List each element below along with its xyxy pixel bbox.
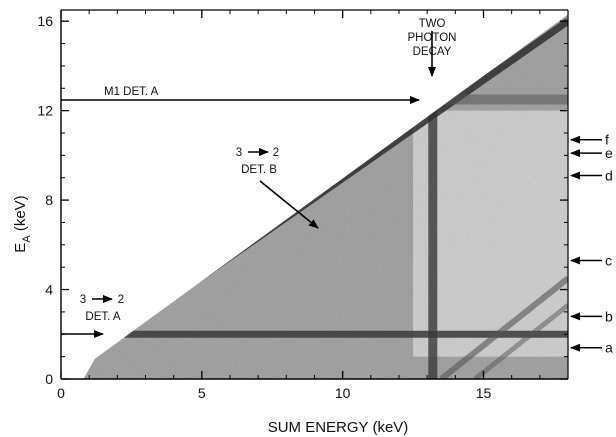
annotation-det-b: 3 2 DET. B <box>236 147 279 176</box>
annotation-det-b-label: DET. B <box>241 164 277 176</box>
x-tick-label: 5 <box>198 385 206 401</box>
annotation-det-a: 3 2 DET. A <box>80 294 124 323</box>
annotation-det-a-label: DET. A <box>85 311 120 323</box>
annotation-det-b-arrow <box>259 180 319 229</box>
svg-text:EA (keV): EA (keV) <box>12 195 33 252</box>
right-marker-label-a: a <box>605 340 613 356</box>
right-marker-label-d: d <box>605 167 613 183</box>
y-tick-label: 8 <box>45 192 53 208</box>
x-tick-label: 10 <box>335 385 351 401</box>
y-tick-label: 4 <box>45 282 53 298</box>
right-marker-label-f: f <box>605 132 609 148</box>
x-tick-label: 0 <box>57 385 65 401</box>
annotation-m1-det-a: M1 DET. A <box>104 86 159 98</box>
right-markers: fed c ba <box>570 132 613 356</box>
y-axis-title-subscript: A <box>21 235 33 243</box>
annotation-det-a-from: 3 <box>80 294 86 306</box>
right-marker-label-c: c <box>605 252 612 268</box>
secondary-diagonal-band <box>473 303 569 380</box>
x-axis-title: SUM ENERGY (keV) <box>268 419 409 436</box>
annotation-two-photon-decay-line: TWO <box>419 18 446 30</box>
y-tick-label: 16 <box>37 13 53 29</box>
x-tick-label: 15 <box>476 385 492 401</box>
annotation-det-a-to: 2 <box>118 294 124 306</box>
y-tick-label: 0 <box>45 371 53 387</box>
y-axis-title-unit: (keV) <box>12 195 29 235</box>
annotation-det-b-from: 3 <box>236 147 242 159</box>
y-tick-label: 12 <box>37 103 53 119</box>
y-axis-title-main: E <box>12 243 29 253</box>
annotation-m1-det-a-line: M1 DET. A <box>104 86 159 98</box>
density-region <box>83 14 569 380</box>
annotation-det-b-to: 2 <box>273 147 279 159</box>
right-marker-label-e: e <box>605 145 613 161</box>
plot-area <box>83 14 569 380</box>
y-axis-title: EA (keV) <box>12 195 33 252</box>
axes: 0 5 10 15 0 4 8 12 16 <box>37 9 569 401</box>
secondary-diagonal-band <box>439 276 569 380</box>
density-grain <box>83 14 568 379</box>
right-marker-label-b: b <box>605 308 613 324</box>
